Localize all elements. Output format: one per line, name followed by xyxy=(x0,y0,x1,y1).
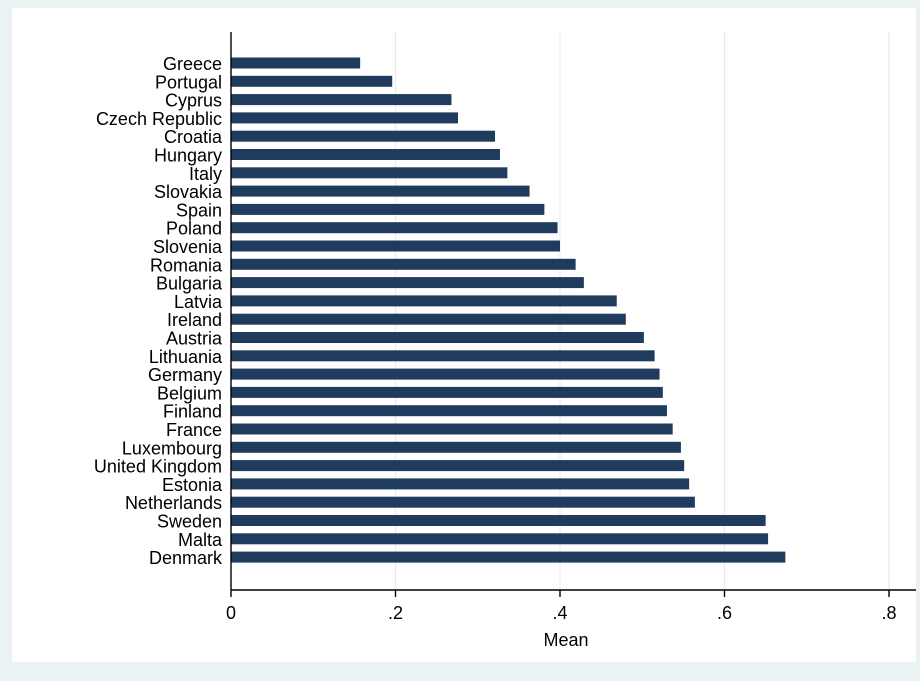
category-label: Cyprus xyxy=(165,91,222,111)
bar xyxy=(231,185,530,197)
category-label: Greece xyxy=(163,54,222,74)
bar xyxy=(231,167,508,179)
bar xyxy=(231,222,558,234)
x-tick-label: .8 xyxy=(881,603,896,623)
category-label: Slovenia xyxy=(153,237,223,257)
bar xyxy=(231,313,626,325)
x-tick-labels: 0 .2 .4 .6 .8 xyxy=(226,603,897,623)
category-label: Latvia xyxy=(174,292,223,312)
category-label: Portugal xyxy=(155,72,222,92)
category-label: Germany xyxy=(148,365,222,385)
x-tick-label: .4 xyxy=(552,603,567,623)
category-label: Estonia xyxy=(162,475,223,495)
x-axis-title: Mean xyxy=(543,630,588,650)
category-label: United Kingdom xyxy=(94,457,222,477)
bar xyxy=(231,240,560,252)
category-label: Sweden xyxy=(157,512,222,532)
bar xyxy=(231,149,500,160)
category-label: Finland xyxy=(163,402,222,422)
bar xyxy=(231,130,496,142)
category-label: Malta xyxy=(178,530,223,550)
category-label: Hungary xyxy=(154,146,222,166)
category-label: Austria xyxy=(166,329,223,349)
bar xyxy=(231,515,766,526)
category-label: Ireland xyxy=(167,310,222,330)
bar xyxy=(231,295,617,307)
bar xyxy=(231,57,361,69)
bars xyxy=(231,57,786,563)
category-label: Denmark xyxy=(149,548,223,568)
category-label: Luxembourg xyxy=(122,438,222,458)
bar xyxy=(231,75,393,87)
x-tick-label: .6 xyxy=(717,603,732,623)
bar xyxy=(231,551,786,563)
bar xyxy=(231,203,545,215)
bar xyxy=(231,386,663,398)
bar xyxy=(231,94,452,106)
category-label: Croatia xyxy=(164,127,223,147)
bar xyxy=(231,441,681,453)
category-label: Poland xyxy=(166,219,222,239)
bar xyxy=(231,258,576,270)
category-label: France xyxy=(166,420,222,440)
category-label: Netherlands xyxy=(125,493,222,513)
category-label: Lithuania xyxy=(149,347,223,367)
bar xyxy=(231,405,667,417)
bar xyxy=(231,460,685,472)
axes xyxy=(230,32,916,597)
bar xyxy=(231,423,673,435)
x-tick-label: 0 xyxy=(226,603,236,623)
bar xyxy=(231,277,584,289)
category-label: Spain xyxy=(176,200,222,220)
bar xyxy=(231,478,690,490)
category-label: Slovakia xyxy=(154,182,223,202)
category-label: Bulgaria xyxy=(156,274,223,294)
bar xyxy=(231,368,660,380)
x-tick-label: .2 xyxy=(388,603,403,623)
category-label: Italy xyxy=(189,164,222,184)
bar xyxy=(231,350,655,362)
bar xyxy=(231,332,644,343)
category-label: Czech Republic xyxy=(96,109,222,129)
category-label: Romania xyxy=(150,255,223,275)
bar xyxy=(231,533,769,545)
bar xyxy=(231,496,695,508)
bar xyxy=(231,112,459,124)
category-label: Belgium xyxy=(157,383,222,403)
